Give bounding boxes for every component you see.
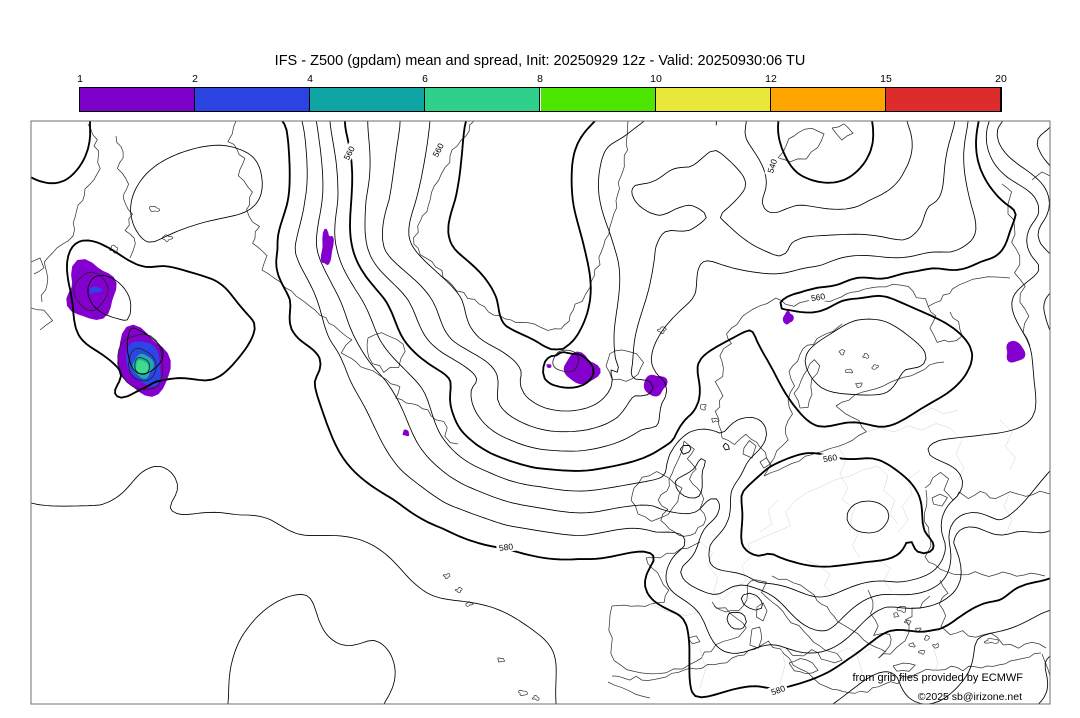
svg-text:580: 580 bbox=[770, 683, 787, 697]
svg-text:560: 560 bbox=[822, 452, 838, 464]
svg-text:560: 560 bbox=[810, 291, 826, 303]
svg-text:580: 580 bbox=[498, 541, 514, 553]
svg-text:540: 540 bbox=[765, 158, 779, 175]
